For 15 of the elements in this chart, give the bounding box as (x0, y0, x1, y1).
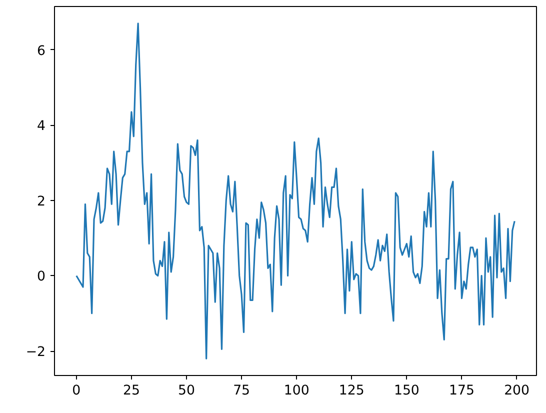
x-tick-label: 100 (284, 384, 310, 398)
x-tick-label: 125 (338, 384, 364, 398)
x-tick-label: 25 (122, 384, 140, 398)
y-tick-label: 4 (37, 119, 46, 134)
y-tick-label: 6 (37, 44, 46, 59)
x-tick-label: 0 (72, 384, 81, 398)
line-series (76, 22, 516, 360)
y-tick-label: 2 (37, 194, 46, 210)
y-tick-label: 0 (37, 270, 46, 285)
x-tick-label: 200 (504, 384, 530, 398)
y-tick-label: −2 (26, 345, 46, 360)
x-tick-label: 175 (449, 384, 474, 398)
x-tick-label: 50 (178, 384, 195, 398)
x-tick-label: 150 (394, 384, 420, 398)
x-tick-label: 75 (233, 384, 250, 398)
